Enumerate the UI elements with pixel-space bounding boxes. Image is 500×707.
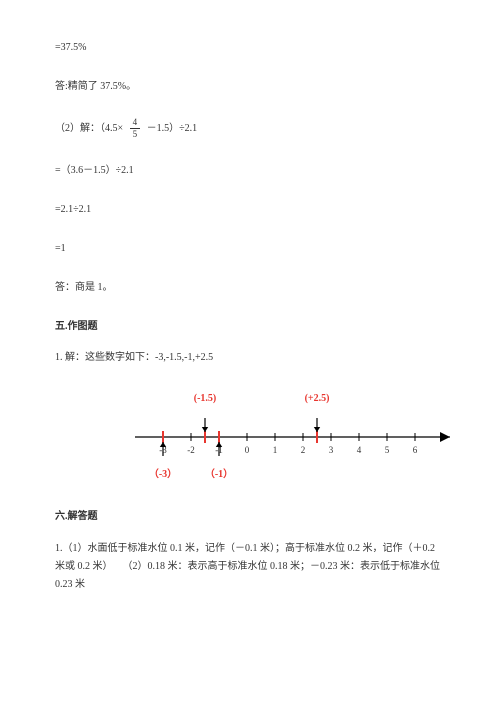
svg-text:3: 3 [329, 445, 334, 455]
svg-text:（-3）: （-3） [149, 467, 177, 480]
text-line: 答：商是 1。 [55, 280, 445, 295]
fraction: 4 5 [130, 118, 141, 139]
svg-text:-2: -2 [187, 445, 195, 455]
text-line: =2.1÷2.1 [55, 202, 445, 217]
svg-text:5: 5 [385, 445, 390, 455]
question-text: 1.（1）水面低于标准水位 0.1 米，记作（－0.1 米）；高于标准水位 0.… [55, 540, 445, 594]
svg-text:4: 4 [357, 445, 362, 455]
text-line: =37.5% [55, 40, 445, 55]
fraction-num: 4 [130, 118, 141, 129]
svg-text:(+2.5): (+2.5) [305, 393, 330, 404]
expr-after: －1.5）÷2.1 [147, 123, 198, 134]
svg-text:2: 2 [301, 445, 306, 455]
svg-text:1: 1 [273, 445, 278, 455]
expr-before: （2）解：（4.5× [55, 123, 123, 134]
text-line: （2）解：（4.5× 4 5 －1.5）÷2.1 [55, 118, 445, 139]
svg-text:（-1）: （-1） [205, 467, 233, 480]
section-title-6: 六.解答题 [55, 509, 445, 524]
svg-text:6: 6 [413, 445, 418, 455]
text-line: 答:精简了 37.5%。 [55, 79, 445, 94]
section-title-5: 五.作图题 [55, 319, 445, 334]
text-line: =1 [55, 241, 445, 256]
fraction-den: 5 [130, 129, 141, 139]
number-line-svg: -3-2-10123456(-1.5)(+2.5)（-3）（-1） [55, 385, 455, 485]
question-text: 1. 解：这些数字如下：-3,-1.5,-1,+2.5 [55, 350, 445, 365]
svg-text:0: 0 [245, 445, 250, 455]
number-line-diagram: -3-2-10123456(-1.5)(+2.5)（-3）（-1） [55, 385, 445, 485]
text-line: =（3.6－1.5）÷2.1 [55, 163, 445, 178]
svg-text:(-1.5): (-1.5) [194, 393, 217, 404]
